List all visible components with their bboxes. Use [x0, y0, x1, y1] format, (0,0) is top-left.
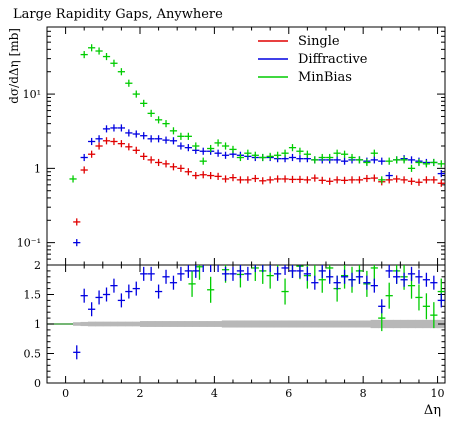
ratio-band-segment [80, 321, 89, 327]
ratio-xtick-label: 6 [285, 387, 292, 400]
ratio-band-segment [363, 320, 372, 328]
ratio-xtick-label: 2 [136, 387, 143, 400]
legend-label-diffractive: Diffractive [298, 52, 368, 67]
ratio-ytick-label: 2 [34, 259, 41, 272]
ratio-band-segment [415, 319, 424, 329]
ratio-band-segment [102, 321, 111, 327]
ratio-band-segment [325, 320, 334, 328]
ratio-band-segment [303, 320, 312, 328]
ratio-band-segment [221, 320, 230, 328]
ratio-band-segment [206, 321, 215, 327]
ratio-band-segment [318, 320, 327, 328]
ratio-band-segment [296, 320, 305, 328]
series-diffractive [73, 124, 445, 247]
ratio-ticks: 0 0.5 1 1.5 2 0 2 4 6 8 10 [24, 259, 445, 400]
ratio-ytick-label: 0 [34, 377, 41, 390]
series-single [73, 137, 445, 226]
ratio-band-segment [244, 320, 253, 328]
ratio-markers [73, 265, 445, 360]
chart-title: Large Rapidity Gaps, Anywhere [13, 7, 223, 22]
main-y-ticks: 10⁻¹ 1 10¹ [17, 26, 445, 266]
ratio-band-segment [139, 321, 148, 327]
main-ytick-label: 1 [34, 162, 41, 175]
ratio-band-segment [370, 319, 379, 329]
ratio-band-segment [236, 320, 245, 328]
legend-item-minbias: MinBias [258, 70, 352, 85]
ratio-band-segment [273, 320, 282, 328]
ratio-band-segment [147, 321, 156, 327]
ratio-band-segment [281, 320, 290, 328]
ratio-band-segment [333, 320, 342, 328]
ratio-band-segment [340, 320, 349, 328]
ratio-band-segment [199, 321, 208, 327]
ratio-band-segment [422, 319, 431, 329]
ratio-band-segment [355, 320, 364, 328]
ratio-band-segment [132, 321, 141, 327]
main-ytick-label: 10⁻¹ [17, 237, 41, 250]
ratio-band-segment [251, 320, 260, 328]
main-frame [46, 26, 446, 266]
ratio-band-segment [117, 321, 126, 327]
legend-item-single: Single [258, 34, 340, 49]
ratio-band-segment [162, 321, 171, 327]
ratio-band-segment [266, 320, 275, 328]
ratio-band-segment [259, 320, 267, 328]
ratio-band-segment [229, 320, 238, 328]
main-markers [69, 44, 445, 247]
legend: Single Diffractive MinBias [258, 34, 368, 85]
ratio-band-segment [110, 321, 119, 327]
ratio-band-segment [214, 321, 223, 327]
ratio-band-segment [184, 321, 193, 327]
series-minbias [69, 44, 445, 184]
ratio-band-segment [192, 321, 201, 327]
ratio-band-segment [87, 321, 96, 327]
main-panel: 10⁻¹ 1 10¹ [17, 26, 446, 266]
ratio-xtick-label: 0 [62, 387, 69, 400]
ratio-xtick-label: 8 [360, 387, 367, 400]
ratio-xtick-label: 10 [431, 387, 445, 400]
ratio-ytick-label: 0.5 [24, 348, 42, 361]
ratio-band-segment [288, 320, 297, 328]
x-axis-label: Δη [424, 403, 441, 418]
ratio-band-segment [385, 319, 394, 329]
ratio-series-diffractive [73, 265, 445, 360]
ratio-band-segment [177, 321, 186, 327]
ratio-band-segment [95, 321, 104, 327]
y-axis-label: dσ/dΔη [mb] [7, 28, 21, 104]
ratio-band-segment [125, 321, 134, 327]
ratio-band-segment [169, 321, 178, 327]
ratio-band-segment [407, 319, 416, 329]
legend-item-diffractive: Diffractive [258, 52, 368, 67]
main-ytick-label: 10¹ [23, 88, 41, 101]
ratio-ytick-label: 1 [34, 318, 41, 331]
ratio-band-segment [400, 319, 409, 329]
ratio-reference-band [73, 319, 446, 329]
ratio-band-segment [73, 322, 81, 326]
ratio-band-segment [392, 319, 401, 329]
ratio-panel: 0 0.5 1 1.5 2 0 2 4 6 8 10 [24, 259, 446, 400]
ratio-xtick-label: 4 [211, 387, 218, 400]
ratio-band-segment [348, 320, 357, 328]
legend-label-minbias: MinBias [298, 70, 352, 85]
ratio-band-segment [311, 320, 320, 328]
ratio-ytick-label: 1.5 [24, 289, 42, 302]
legend-label-single: Single [298, 34, 340, 49]
ratio-band-segment [154, 321, 163, 327]
